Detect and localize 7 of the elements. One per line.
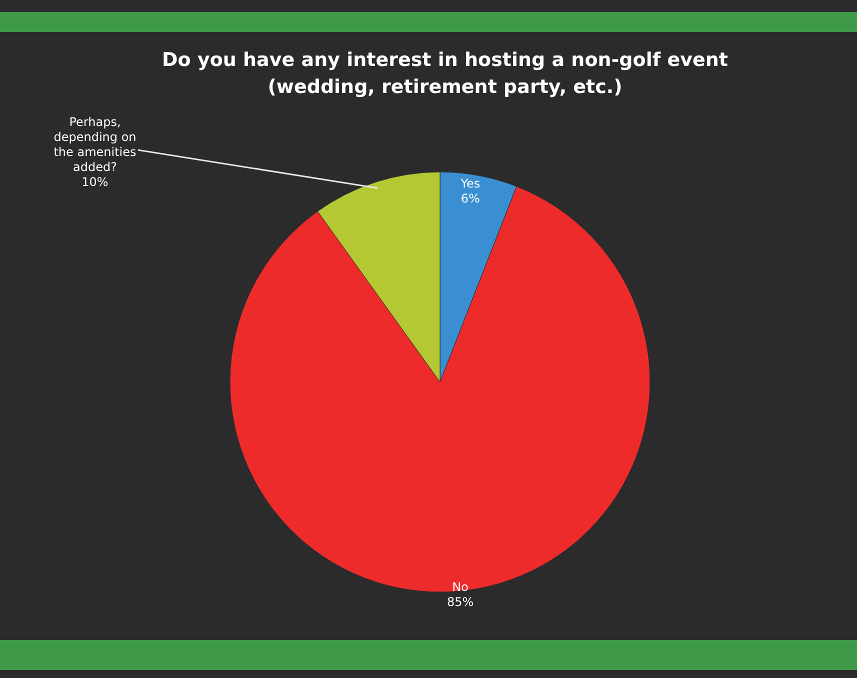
data-label: 10% (82, 175, 108, 189)
data-label: 6% (460, 192, 480, 206)
slice-label: No (452, 580, 468, 594)
data-label: 85% (446, 595, 474, 610)
slice-label: Perhaps, depending on the amenities added? (54, 115, 136, 174)
chart-title: Do you have any interest in hosting a non-golf event (wedding, retirement party, etc.) (162, 49, 728, 98)
slice-label: Yes (460, 176, 480, 191)
